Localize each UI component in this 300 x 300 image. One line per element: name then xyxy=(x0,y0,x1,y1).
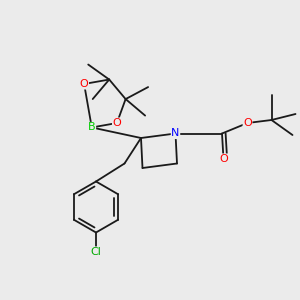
Text: N: N xyxy=(171,128,180,139)
Text: O: O xyxy=(112,118,121,128)
Text: Cl: Cl xyxy=(91,247,101,257)
Text: O: O xyxy=(219,154,228,164)
Text: B: B xyxy=(88,122,96,133)
Text: O: O xyxy=(80,79,88,89)
Text: O: O xyxy=(243,118,252,128)
